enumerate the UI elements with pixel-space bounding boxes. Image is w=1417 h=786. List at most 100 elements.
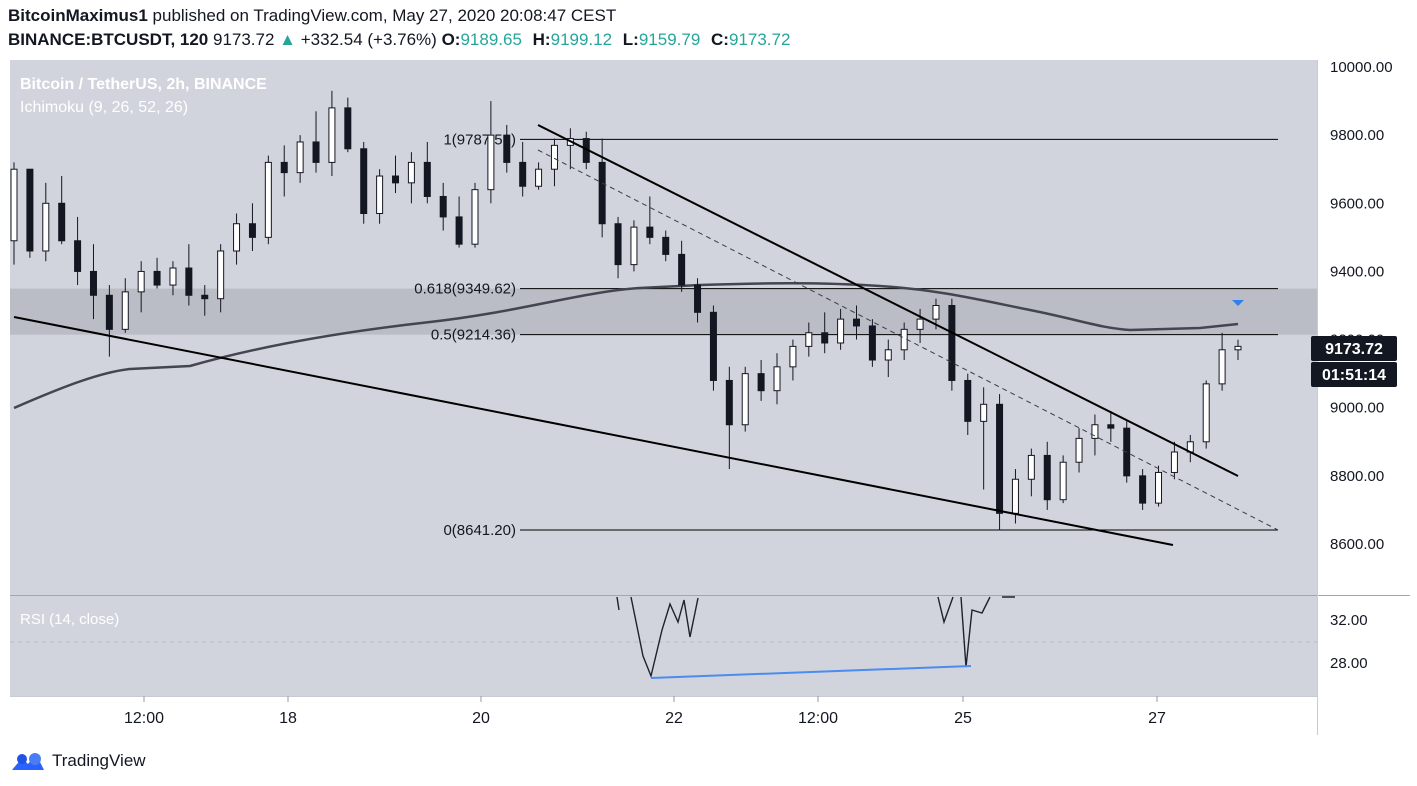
- author-name[interactable]: BitcoinMaximus1: [8, 6, 148, 25]
- countdown-badge: [1311, 362, 1397, 387]
- tradingview-cloud-icon: [12, 753, 44, 770]
- last-price-badge-text: 9173.72: [1325, 341, 1383, 358]
- candle-down: [1107, 424, 1115, 429]
- time-tick-label: 25: [954, 710, 972, 727]
- candle-up: [328, 107, 336, 163]
- fib-level-label: 0(8641.20): [443, 522, 516, 539]
- candle-up: [805, 332, 813, 347]
- candle-down: [153, 270, 161, 286]
- ichimoku-base-line[interactable]: [13, 282, 1239, 410]
- candle-up: [1218, 349, 1226, 385]
- resistance-zone[interactable]: [10, 288, 1317, 335]
- price-tick-label: 9000.00: [1330, 400, 1384, 417]
- candle-down: [439, 195, 447, 218]
- descending-resistance-line[interactable]: [537, 124, 1239, 477]
- candle-down: [74, 240, 82, 272]
- rsi-label[interactable]: RSI (14, close): [20, 611, 119, 628]
- price-tick-label: 9800.00: [1330, 127, 1384, 144]
- candle-up: [471, 189, 479, 245]
- rsi-tick-label: 32.00: [1330, 612, 1368, 629]
- candle-up: [217, 250, 225, 300]
- candle-down: [598, 161, 606, 225]
- high-value: 9199.12: [550, 30, 613, 49]
- fib-diagonal-dashed-line[interactable]: [537, 149, 1279, 531]
- time-axis[interactable]: 12:00 18 20 22 12:00 25 27: [124, 696, 1166, 727]
- candle-up: [1075, 437, 1083, 463]
- chart-canvas[interactable]: 1(9787.51) 0.618(9349.62) 0.5(9214.36) 0(86…: [0, 0, 1417, 745]
- chart-title: Bitcoin / TetherUS, 2h, BINANCE: [20, 76, 267, 93]
- rsi-line[interactable]: [616, 596, 1015, 679]
- indicator-label[interactable]: Ichimoku (9, 26, 52, 26): [20, 99, 188, 116]
- time-tick-label: 12:00: [124, 710, 164, 727]
- candle-up: [630, 226, 638, 266]
- publish-info: BitcoinMaximus1 published on TradingView…: [8, 6, 616, 26]
- candle-up: [837, 318, 845, 344]
- candle-up: [1234, 345, 1242, 351]
- candle-down: [455, 216, 463, 245]
- candle-up: [10, 168, 18, 242]
- candle-up: [550, 144, 558, 170]
- time-tick-label: 12:00: [798, 710, 838, 727]
- candlestick-series[interactable]: [10, 90, 1242, 531]
- price-change: +332.54 (+3.76%): [300, 30, 437, 49]
- last-price: 9173.72: [212, 30, 275, 49]
- candle-up: [1155, 471, 1163, 504]
- rsi-tick-label: 28.00: [1330, 655, 1368, 672]
- candle-down: [1043, 454, 1051, 501]
- candle-down: [614, 223, 622, 266]
- candle-down: [248, 223, 256, 238]
- price-tick-label: 9400.00: [1330, 263, 1384, 280]
- candle-up: [535, 168, 543, 187]
- high-label: H:: [532, 30, 551, 49]
- candle-down: [58, 202, 66, 242]
- fib-level-label: 0.618(9349.62): [414, 281, 516, 298]
- rsi-axis[interactable]: 32.00 28.00: [1330, 612, 1368, 672]
- candle-down: [709, 311, 717, 381]
- candle-up: [916, 318, 924, 330]
- candle-up: [980, 403, 988, 422]
- candle-up: [789, 345, 797, 368]
- candle-down: [1139, 475, 1147, 504]
- rsi-pane[interactable]: [10, 596, 1317, 696]
- candle-down: [280, 161, 288, 174]
- candle-down: [89, 270, 97, 296]
- candle-up: [932, 305, 940, 320]
- candle-down: [423, 161, 431, 197]
- candle-down: [662, 236, 670, 255]
- bullish-divergence-line[interactable]: [650, 665, 972, 679]
- alert-down-arrow-icon[interactable]: [1232, 300, 1244, 306]
- tradingview-logo[interactable]: TradingView: [10, 750, 146, 772]
- candle-down: [646, 226, 654, 238]
- candle-down: [821, 332, 829, 344]
- open-label: O:: [441, 30, 461, 49]
- candle-up: [407, 161, 415, 184]
- published-text: published on TradingView.com, May 27, 20…: [147, 6, 617, 25]
- candle-up: [233, 223, 241, 252]
- fib-level-label: 1(9787.51): [443, 131, 516, 148]
- candle-up: [1202, 383, 1210, 443]
- price-axis[interactable]: 10000.009800.009600.009400.009200.009000…: [1330, 59, 1393, 553]
- candle-down: [996, 403, 1004, 514]
- candle-up: [296, 141, 304, 174]
- candle-up: [137, 270, 145, 293]
- candle-up: [1170, 451, 1178, 473]
- symbol-label: BINANCE:BTCUSDT, 120: [8, 30, 209, 49]
- candle-down: [725, 379, 733, 426]
- candle-down: [757, 373, 765, 392]
- candle-up: [884, 349, 892, 361]
- time-tick-label: 18: [279, 710, 297, 727]
- price-tick-label: 8600.00: [1330, 536, 1384, 553]
- candle-down: [185, 267, 193, 296]
- candle-up: [773, 366, 781, 392]
- time-tick-label: 27: [1148, 710, 1166, 727]
- candle-up: [376, 175, 384, 215]
- fib-retracement[interactable]: 1(9787.51) 0.618(9349.62) 0.5(9214.36) 0(86…: [414, 131, 1278, 539]
- candle-down: [344, 107, 352, 150]
- candle-down: [964, 379, 972, 422]
- candle-down: [312, 141, 320, 163]
- descending-support-line[interactable]: [13, 316, 1174, 546]
- fib-level-label: 0.5(9214.36): [431, 327, 516, 344]
- candle-up: [487, 134, 495, 191]
- last-price-badge: [1311, 336, 1397, 361]
- candle-down: [105, 294, 113, 330]
